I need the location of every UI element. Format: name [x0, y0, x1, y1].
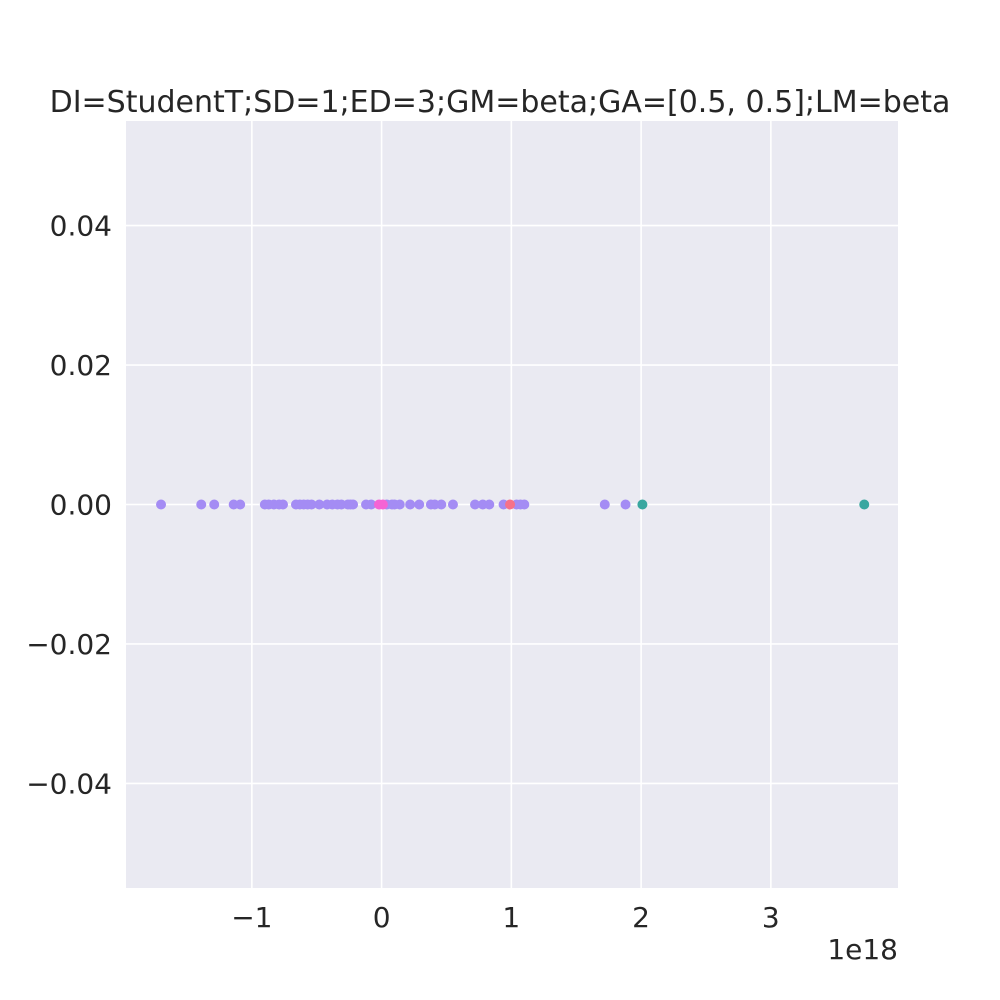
- scatter-point: [519, 499, 530, 510]
- scatter-point: [414, 499, 425, 510]
- scatter-point: [277, 499, 288, 510]
- scatter-point: [156, 499, 167, 510]
- scatter-point: [859, 499, 870, 510]
- chart-title: DI=StudentT;SD=1;ED=3;GM=beta;GA=[0.5, 0…: [50, 85, 951, 120]
- scatter-point: [505, 499, 516, 510]
- scatter-point: [377, 499, 388, 510]
- x-tick-label: 3: [762, 901, 780, 934]
- scatter-point: [314, 499, 325, 510]
- x-tick-label: 0: [373, 901, 391, 934]
- scatter-point: [394, 499, 405, 510]
- scatter-point: [620, 499, 631, 510]
- scatter-point: [196, 499, 207, 510]
- y-tick-label: 0.00: [50, 489, 112, 522]
- scatter-point: [348, 499, 359, 510]
- scatter-point: [405, 499, 416, 510]
- y-tick-label: −0.04: [26, 767, 112, 800]
- x-axis-offset-label: 1e18: [827, 933, 898, 966]
- y-tick-label: 0.02: [50, 349, 112, 382]
- scatter-point: [436, 499, 447, 510]
- scatter-point: [599, 499, 610, 510]
- y-tick-label: 0.04: [50, 210, 112, 243]
- y-tick-labels: 0.04 0.02 0.00 −0.02 −0.04: [26, 210, 112, 801]
- scatter-point: [306, 499, 317, 510]
- scatter-point: [235, 499, 246, 510]
- scatter-point: [484, 499, 495, 510]
- scatter-point: [209, 499, 220, 510]
- x-tick-labels: −1 0 1 2 3: [231, 901, 780, 934]
- x-tick-label: −1: [231, 901, 272, 934]
- data-points: [156, 499, 870, 510]
- scatter-point: [366, 499, 377, 510]
- x-tick-label: 2: [632, 901, 650, 934]
- y-tick-label: −0.02: [26, 628, 112, 661]
- scatter-point: [470, 499, 481, 510]
- x-tick-label: 1: [502, 901, 520, 934]
- scatter-point: [637, 499, 648, 510]
- scatter-point: [447, 499, 458, 510]
